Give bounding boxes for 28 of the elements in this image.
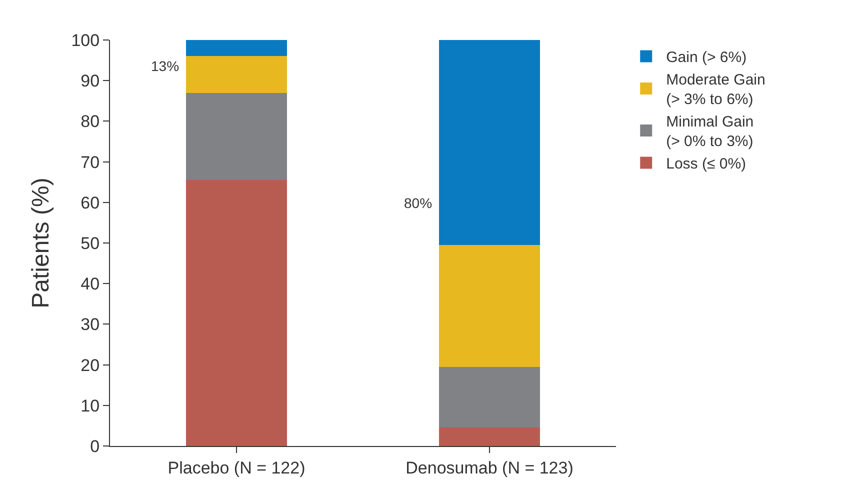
x-tick-label: Placebo (N = 122) (168, 458, 306, 478)
y-tick-label: 60 (80, 193, 100, 212)
legend-label: Moderate Gain (> 3% to 6%) (666, 72, 766, 108)
legend-label: Loss (≤ 0%) (666, 156, 746, 173)
bar (186, 56, 288, 93)
x-tick-label: Denosumab (N = 123) (406, 458, 574, 478)
y-tick-label: 70 (80, 152, 100, 172)
annotation: 13% (151, 58, 180, 74)
legend-label: Gain (> 6%) (666, 49, 747, 66)
bar (438, 40, 540, 246)
y-tick-label: 10 (80, 396, 100, 416)
y-tick-label: 80 (80, 112, 100, 132)
y-tick-label: 50 (80, 234, 100, 253)
y-axis-title: Patients (%) (27, 178, 54, 308)
y-tick-label: 100 (71, 30, 100, 50)
annotation: 80% (404, 195, 432, 211)
y-tick-label: 90 (80, 72, 100, 91)
bar (186, 180, 288, 446)
y-tick-label: 40 (80, 274, 100, 294)
y-tick-label: 0 (90, 436, 100, 456)
bar (438, 245, 540, 367)
y-tick-label: 20 (80, 356, 100, 375)
bar (438, 428, 540, 446)
bar (186, 40, 288, 56)
y-tick-label: 30 (80, 315, 100, 334)
legend-label: Minimal Gain (> 0% to 3%) (666, 114, 754, 150)
bar (438, 366, 540, 428)
bar (186, 92, 288, 180)
